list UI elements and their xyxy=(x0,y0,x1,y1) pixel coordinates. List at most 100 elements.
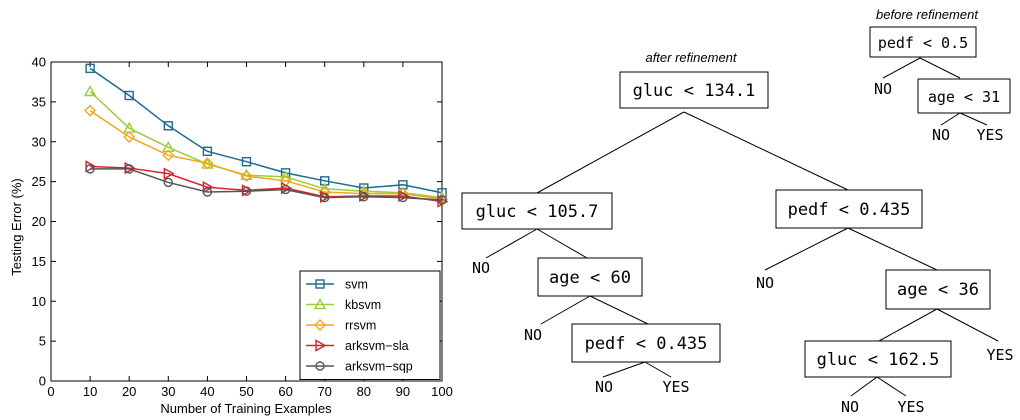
axis-ticks: 0 10 20 30 40 50 60 70 80 90 100 0 5 10 15 20 25 30 35 40 xyxy=(32,55,453,400)
leaf-no: NO xyxy=(472,259,490,277)
data-point xyxy=(437,195,447,205)
before-node-age: age < 31 xyxy=(917,78,1011,114)
data-point xyxy=(398,192,408,203)
node-right: pedf < 0.435 xyxy=(775,189,923,229)
legend-label: arksvm−sqp xyxy=(345,360,413,374)
x-tick-label: 60 xyxy=(278,384,292,399)
legend-marker xyxy=(313,298,327,310)
leaf-no: NO xyxy=(932,126,950,144)
testing-error-chart: 0 10 20 30 40 50 60 70 80 90 100 0 5 10 15 20 25 30 35 40 N… xyxy=(9,55,453,417)
node-left-age-label: age < 60 xyxy=(549,268,631,288)
edge xyxy=(876,376,907,397)
edge xyxy=(936,308,999,342)
edge xyxy=(882,57,921,79)
edge xyxy=(536,111,685,194)
legend-label: svm xyxy=(345,278,368,292)
legend-marker xyxy=(314,319,326,331)
legend-label: arksvm−sla xyxy=(345,339,409,353)
node-left-label: gluc < 105.7 xyxy=(476,202,599,222)
leaf-yes: YES xyxy=(976,126,1003,144)
series-line xyxy=(89,110,443,200)
edge xyxy=(485,228,538,259)
before-node-root: pedf < 0.5 xyxy=(869,26,977,58)
data-point xyxy=(240,170,253,183)
data-point xyxy=(162,149,175,162)
data-point xyxy=(280,184,291,195)
edge xyxy=(878,308,938,342)
data-point xyxy=(163,177,174,188)
y-tick-label: 35 xyxy=(32,94,46,109)
leaf-yes: YES xyxy=(662,378,689,396)
legend-marker xyxy=(315,279,325,289)
node-right-gluc-label: gluc < 162.5 xyxy=(817,350,940,370)
series-line xyxy=(89,67,443,194)
x-tick-label: 20 xyxy=(122,384,136,399)
leaf-no: NO xyxy=(524,326,542,344)
node-right-age-label: age < 36 xyxy=(897,280,979,300)
edge xyxy=(847,227,938,271)
y-tick-label: 0 xyxy=(39,374,46,389)
leaf-no: NO xyxy=(874,80,892,98)
y-axis-label: Testing Error (%) xyxy=(9,178,24,276)
x-tick-label: 90 xyxy=(396,384,410,399)
x-tick-label: 80 xyxy=(357,384,371,399)
node-left: gluc < 105.7 xyxy=(461,192,613,230)
leaf-no: NO xyxy=(756,274,774,292)
y-tick-label: 10 xyxy=(32,294,46,309)
before-refinement-caption: before refinement xyxy=(876,7,979,22)
x-tick-label: 40 xyxy=(200,384,214,399)
data-point xyxy=(163,121,174,131)
x-tick-label: 10 xyxy=(83,384,97,399)
data-point xyxy=(202,181,214,194)
data-point xyxy=(162,140,175,153)
x-tick-label: 50 xyxy=(239,384,253,399)
edge xyxy=(919,57,961,79)
edge xyxy=(940,112,961,126)
legend: svm kbsvm rrsvm arksvm−sla arksvm−sqp xyxy=(299,270,441,380)
edge xyxy=(850,376,878,397)
y-tick-label: 15 xyxy=(32,254,46,269)
node-root: gluc < 134.1 xyxy=(619,71,769,109)
edge xyxy=(602,361,646,378)
leaf-no: NO xyxy=(595,378,613,396)
data-point xyxy=(241,186,252,196)
series-layer xyxy=(83,63,449,208)
leaf-no: NO xyxy=(841,398,859,416)
y-tick-label: 25 xyxy=(32,174,46,189)
x-tick-label: 70 xyxy=(317,384,331,399)
edge xyxy=(959,112,988,126)
leaf-yes: YES xyxy=(897,398,924,416)
node-right-gluc: gluc < 162.5 xyxy=(804,340,952,378)
x-tick-label: 100 xyxy=(431,384,453,399)
data-point xyxy=(202,146,213,157)
data-point xyxy=(202,187,213,197)
data-point xyxy=(85,164,95,174)
edge xyxy=(589,295,649,325)
data-point xyxy=(83,85,97,97)
edge xyxy=(644,361,672,378)
legend-label: rrsvm xyxy=(345,319,376,333)
data-point xyxy=(437,188,447,198)
before-node-age-label: age < 31 xyxy=(928,88,1000,106)
y-tick-label: 5 xyxy=(39,334,46,349)
data-point xyxy=(84,104,97,117)
data-point xyxy=(241,156,252,167)
node-left-pedf-label: pedf < 0.435 xyxy=(585,334,708,354)
after-refinement-caption: after refinement xyxy=(645,50,737,65)
data-point xyxy=(85,63,95,74)
y-tick-label: 30 xyxy=(32,134,46,149)
legend-label: kbsvm xyxy=(345,298,381,312)
data-point xyxy=(124,90,134,101)
leaf-yes: YES xyxy=(986,346,1013,364)
edge xyxy=(683,111,849,191)
node-right-label: pedf < 0.435 xyxy=(788,200,911,220)
y-tick-label: 20 xyxy=(32,214,46,229)
edge xyxy=(764,227,849,271)
x-tick-label: 0 xyxy=(47,384,54,399)
edge xyxy=(536,228,588,259)
node-root-label: gluc < 134.1 xyxy=(633,81,756,101)
before-node-root-label: pedf < 0.5 xyxy=(878,34,968,52)
x-axis-label: Number of Training Examples xyxy=(160,401,332,416)
node-left-pedf: pedf < 0.435 xyxy=(571,323,721,363)
